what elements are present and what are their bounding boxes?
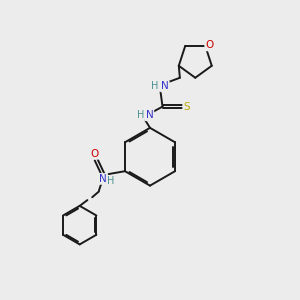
Text: O: O [90, 149, 98, 159]
Text: O: O [205, 40, 213, 50]
Text: H: H [137, 110, 144, 120]
Text: N: N [146, 110, 153, 120]
Text: H: H [107, 176, 114, 186]
Text: S: S [183, 102, 190, 112]
Text: H: H [151, 81, 158, 92]
Text: N: N [161, 81, 169, 92]
Text: N: N [99, 174, 107, 184]
